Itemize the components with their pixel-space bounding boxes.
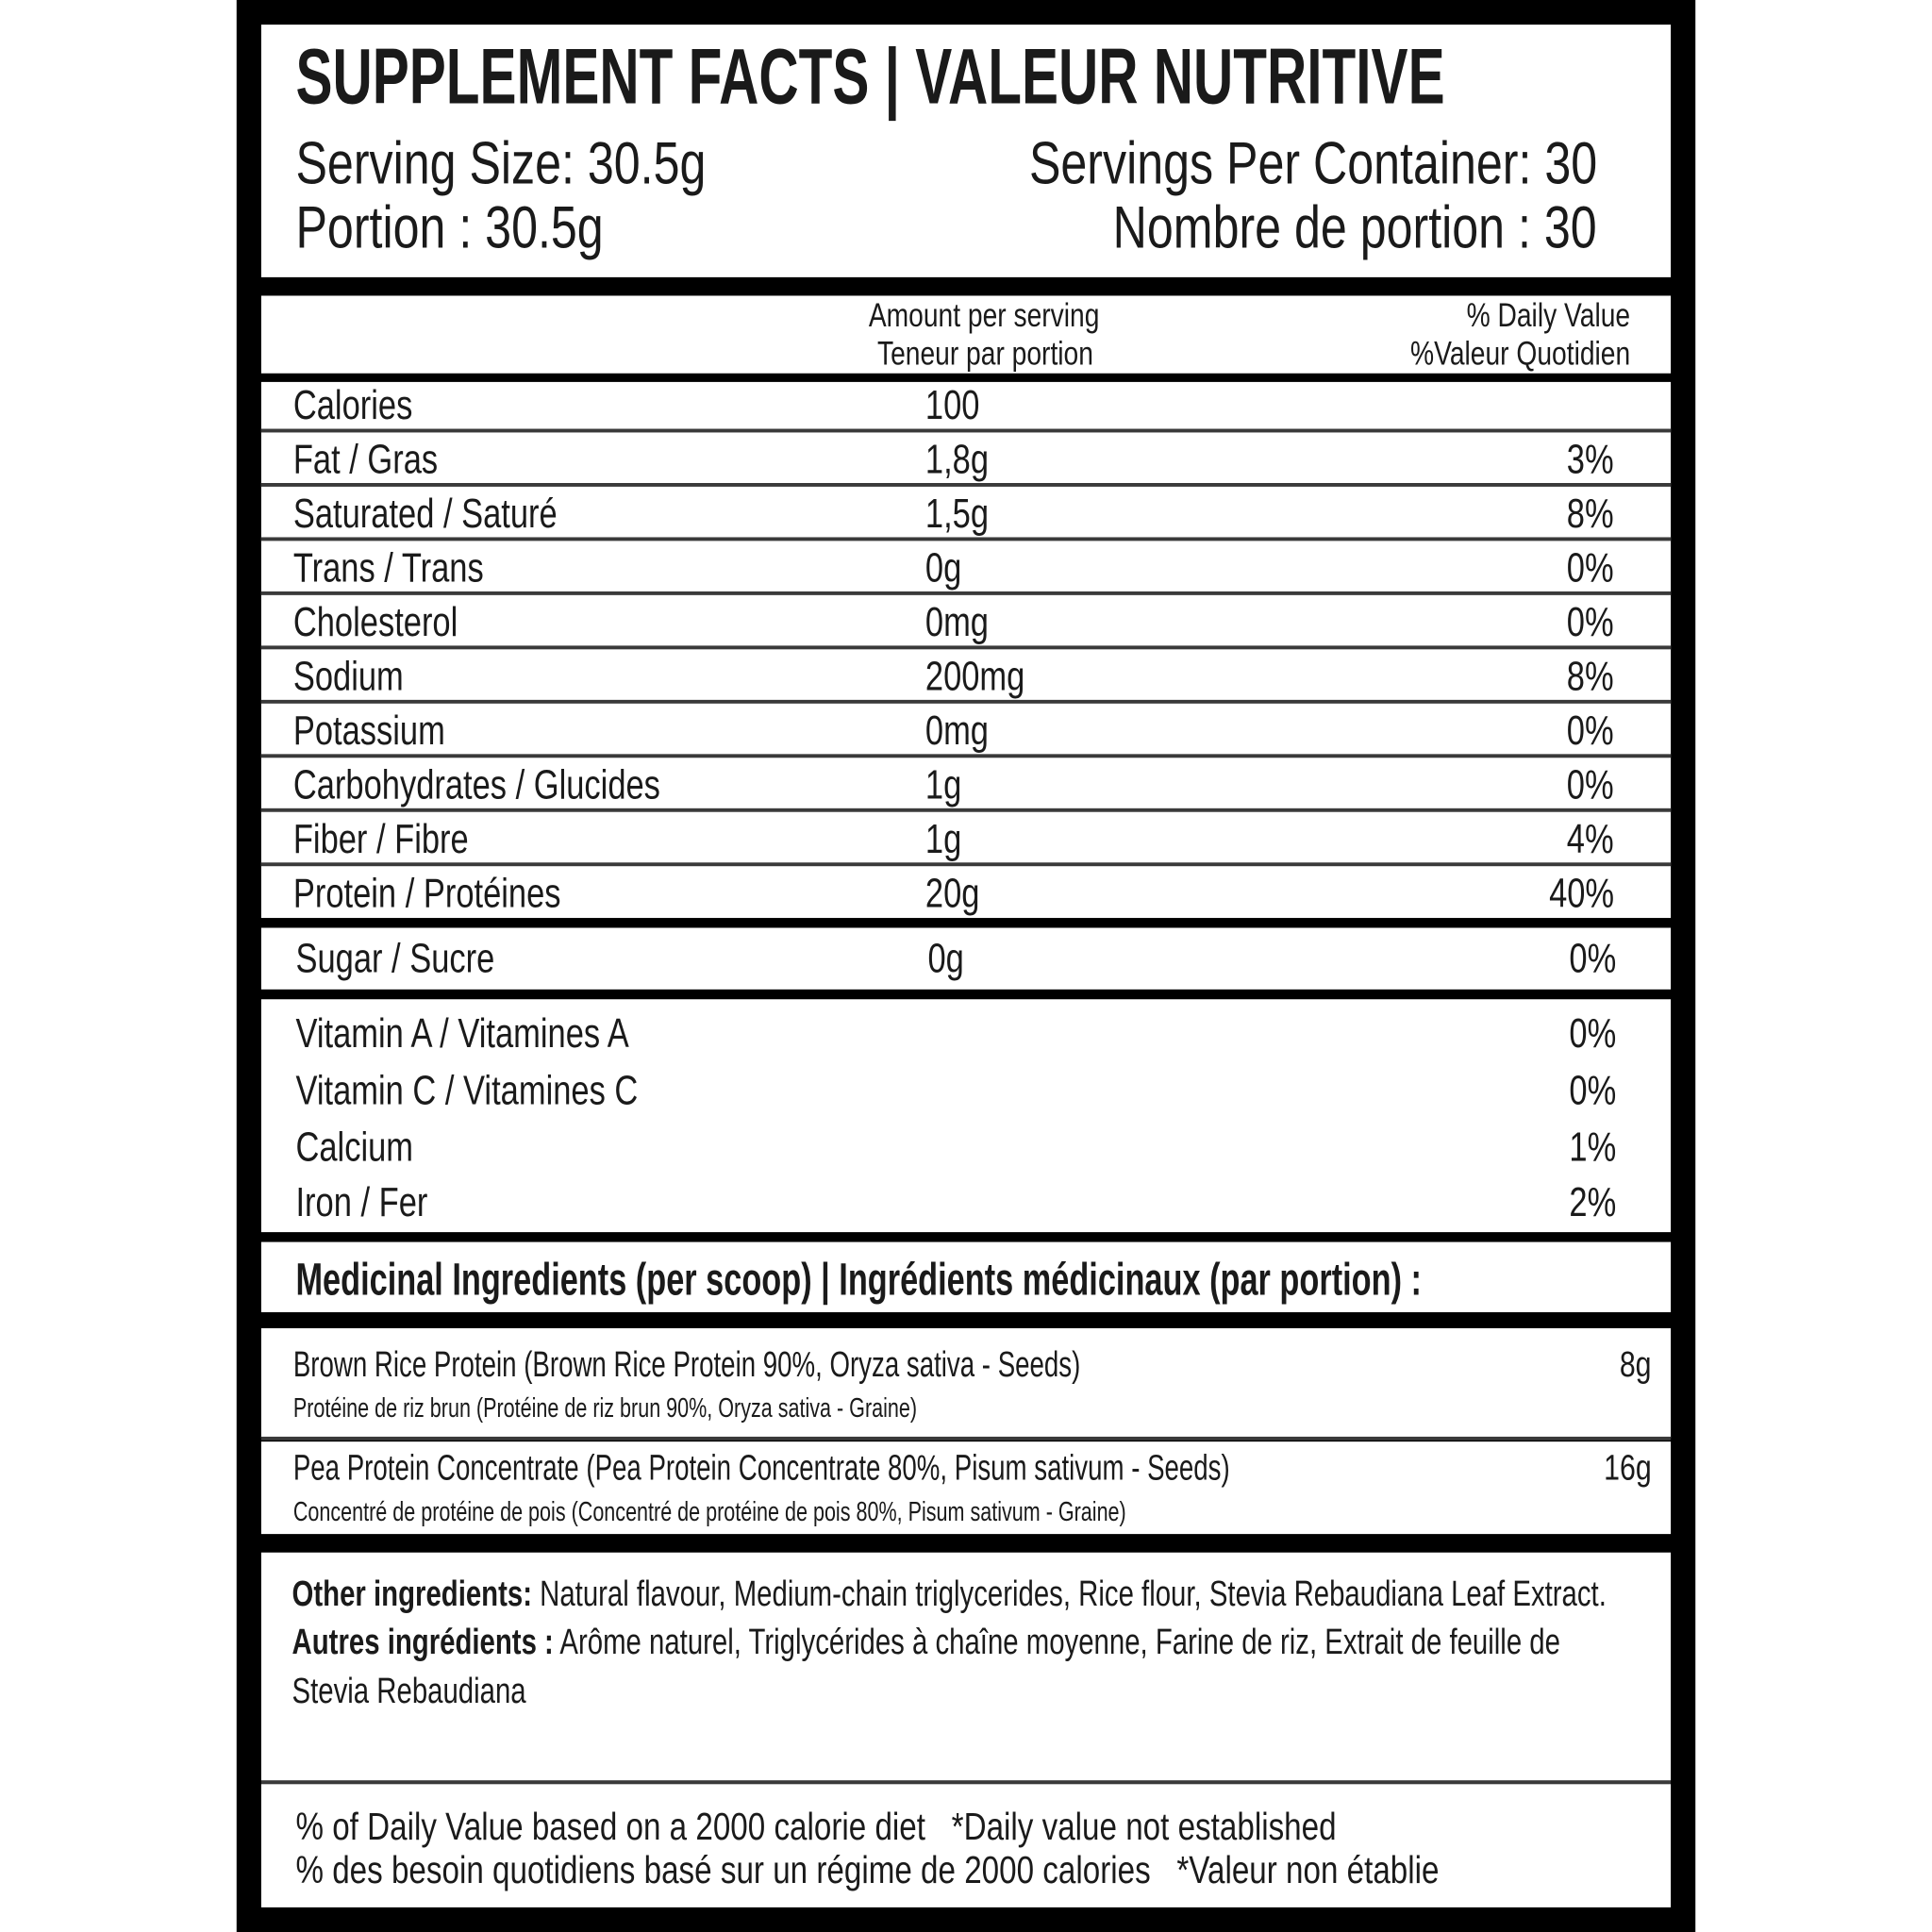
other-ingredients-fr: Autres ingrédients : Arôme naturel, Trig… xyxy=(292,1620,1629,1717)
nutrient-name: Protein / Protéines xyxy=(292,870,561,916)
nutrient-name: Carbohydrates / Glucides xyxy=(292,761,660,808)
dv-header-en: % Daily Value xyxy=(1466,296,1630,334)
divider xyxy=(260,1780,1672,1785)
row-divider xyxy=(260,862,1672,867)
ingredient-amount: 8g xyxy=(1619,1345,1652,1386)
nutrient-dv: 8% xyxy=(1567,653,1615,699)
row-divider xyxy=(260,591,1672,595)
ingredient-name: Pea Protein Concentrate xyxy=(292,1448,579,1489)
nutrient-amount: 100 xyxy=(924,381,980,428)
nutrient-dv: 3% xyxy=(1567,436,1615,482)
nutrient-name: Fat / Gras xyxy=(292,436,439,482)
footer-note-fr: % des besoin quotidiens basé sur un régi… xyxy=(295,1848,1440,1891)
ingredient-detail: (Brown Rice Protein 90%, Oryza sativa - … xyxy=(524,1345,1081,1386)
nutrient-amount: 1,8g xyxy=(924,436,990,482)
nutrient-name: Potassium xyxy=(292,707,445,754)
vitamin-name: Calcium xyxy=(295,1124,414,1170)
other-ingredients-box xyxy=(260,1552,1672,1781)
nutrient-name: Saturated / Saturé xyxy=(292,490,558,537)
nutrient-amount: 1g xyxy=(924,815,962,861)
amount-header-en: Amount per serving xyxy=(868,296,1100,334)
vitamin-dv: 1% xyxy=(1569,1124,1617,1170)
other-text-fr: Arôme naturel, Triglycérides à chaîne mo… xyxy=(291,1623,1560,1712)
ingredient-line: Brown Rice Protein (Brown Rice Protein 9… xyxy=(292,1345,1081,1386)
nutrient-rows-bg xyxy=(260,381,1672,919)
serving-size-en: Serving Size: 30.5g xyxy=(295,131,707,197)
nutrient-dv: 8% xyxy=(1567,490,1615,537)
serving-size-fr: Portion : 30.5g xyxy=(295,195,604,261)
sugar-amount: 0g xyxy=(927,935,964,981)
nutrient-amount: 0mg xyxy=(924,707,989,754)
vitamin-dv: 2% xyxy=(1569,1178,1617,1225)
row-divider xyxy=(260,428,1672,433)
medicinal-heading: Medicinal Ingredients (per scoop) | Ingr… xyxy=(295,1254,1422,1306)
ingredient-name: Brown Rice Protein xyxy=(292,1345,517,1386)
divider xyxy=(260,1436,1672,1441)
vitamins-box xyxy=(260,999,1672,1233)
vitamin-name: Vitamin C / Vitamines C xyxy=(295,1067,639,1113)
row-divider xyxy=(260,537,1672,541)
vitamin-dv: 0% xyxy=(1569,1067,1617,1113)
row-divider xyxy=(260,699,1672,704)
servings-per-container-fr: Nombre de portion : 30 xyxy=(1112,195,1597,261)
vitamin-name: Vitamin A / Vitamines A xyxy=(295,1010,629,1057)
header-box xyxy=(260,25,1672,277)
row-divider xyxy=(260,645,1672,650)
ingredient-line: Pea Protein Concentrate (Pea Protein Con… xyxy=(292,1448,1230,1489)
ingredient-fr: Concentré de protéine de pois (Concentré… xyxy=(292,1495,1126,1527)
sugar-name: Sugar / Sucre xyxy=(295,935,495,981)
ingredient-detail: (Pea Protein Concentrate 80%, Pisum sati… xyxy=(586,1448,1230,1489)
table-header xyxy=(260,295,1672,374)
ingredient-fr: Protéine de riz brun (Protéine de riz br… xyxy=(292,1391,918,1424)
nutrient-dv: 0% xyxy=(1567,598,1615,645)
nutrient-name: Cholesterol xyxy=(292,598,458,645)
footer-box xyxy=(260,1784,1672,1907)
row-divider xyxy=(260,754,1672,758)
other-text-en: Natural flavour, Medium-chain triglyceri… xyxy=(540,1574,1607,1615)
nutrient-dv: 0% xyxy=(1567,544,1615,591)
ingredient-brown-rice xyxy=(260,1327,1672,1439)
other-ingredients-en: Other ingredients: Natural flavour, Medi… xyxy=(292,1571,1629,1620)
nutrient-name: Calories xyxy=(292,381,413,428)
nutrient-dv: 0% xyxy=(1567,761,1615,808)
sugar-dv: 0% xyxy=(1569,935,1617,981)
dv-header-fr: %Valeur Quotidien xyxy=(1409,335,1630,373)
footer-note-en: % of Daily Value based on a 2000 calorie… xyxy=(295,1805,1337,1849)
nutrient-amount: 20g xyxy=(924,870,980,916)
nutrient-amount: 1,5g xyxy=(924,490,990,537)
nutrient-name: Sodium xyxy=(292,653,404,699)
nutrient-amount: 200mg xyxy=(924,653,1025,699)
other-ingredients: Other ingredients: Natural flavour, Medi… xyxy=(292,1571,1629,1717)
nutrient-amount: 0mg xyxy=(924,598,989,645)
nutrient-amount: 1g xyxy=(924,761,962,808)
nutrient-name: Trans / Trans xyxy=(292,544,484,591)
other-label-en: Other ingredients: xyxy=(291,1574,532,1615)
ingredient-amount: 16g xyxy=(1603,1448,1652,1489)
nutrient-dv: 0% xyxy=(1567,707,1615,754)
row-divider xyxy=(260,808,1672,812)
servings-per-container-en: Servings Per Container: 30 xyxy=(1028,131,1597,197)
nutrient-dv: 40% xyxy=(1548,870,1615,916)
other-label-fr: Autres ingrédients : xyxy=(291,1623,554,1663)
nutrient-name: Fiber / Fibre xyxy=(292,815,469,861)
vitamin-dv: 0% xyxy=(1569,1010,1617,1057)
ingredient-pea-protein xyxy=(260,1441,1672,1535)
sugar-row xyxy=(260,927,1672,990)
nutrient-dv: 4% xyxy=(1567,815,1615,861)
amount-header-fr: Teneur par portion xyxy=(876,335,1093,373)
label-title: SUPPLEMENT FACTS | VALEUR NUTRITIVE xyxy=(295,31,1445,121)
row-divider xyxy=(260,482,1672,487)
vitamin-name: Iron / Fer xyxy=(295,1178,428,1225)
nutrient-amount: 0g xyxy=(924,544,962,591)
medicinal-heading-box xyxy=(260,1241,1672,1313)
